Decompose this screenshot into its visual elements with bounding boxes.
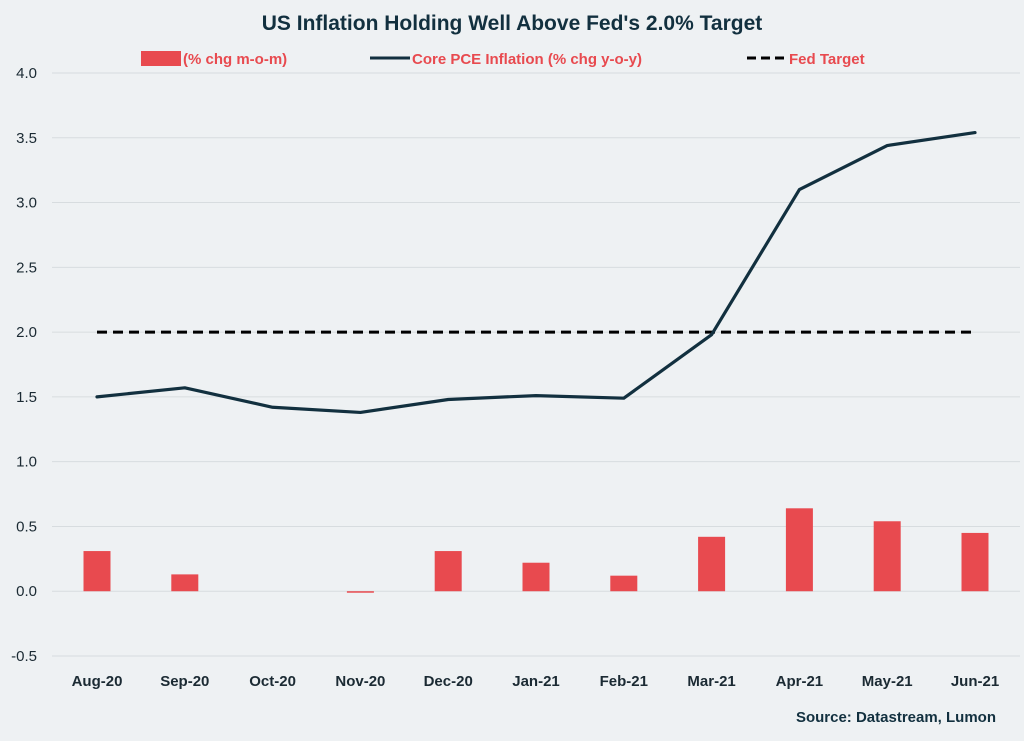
x-tick-label: Aug-20 [72,673,123,690]
legend-swatch-bar [141,51,181,66]
x-tick-label: Jun-21 [951,673,999,690]
legend: (% chg m-o-m) Core PCE Inflation (% chg … [141,51,865,68]
bar-mom [522,562,550,592]
bar-mom [961,532,989,592]
bar-mom [83,551,111,592]
bar-mom [873,521,901,592]
x-axis-ticks: Aug-20 Sep-20 Oct-20 Nov-20 Dec-20 Jan-21 Feb-… [72,673,1000,690]
y-tick-label: 1.0 [16,454,37,471]
x-tick-label: Dec-20 [424,673,473,690]
y-tick-label: 3.5 [16,130,37,147]
bar-mom [434,551,462,592]
bar-mom [610,575,638,592]
y-tick-label: 0.5 [16,518,37,535]
x-tick-label: Jan-21 [512,673,560,690]
bar-series [83,508,989,593]
x-tick-label: Oct-20 [249,673,296,690]
x-tick-label: May-21 [862,673,913,690]
y-tick-label: 2.5 [16,259,37,276]
source-note: Source: Datastream, Lumon [796,709,996,726]
bar-mom [785,508,813,592]
legend-label-line: Core PCE Inflation (% chg y-o-y) [412,51,642,68]
y-tick-label: 4.0 [16,65,37,82]
line-series [95,130,977,415]
y-tick-label: -0.5 [11,648,37,665]
bar-mom [171,574,199,592]
y-tick-label: 0.0 [16,583,37,600]
gridlines [52,72,1020,657]
x-tick-label: Mar-21 [687,673,735,690]
bar-mom [346,591,374,593]
chart-title: US Inflation Holding Well Above Fed's 2.… [262,12,763,35]
bar-mom [698,536,726,592]
y-axis-ticks: -0.5 0.0 0.5 1.0 1.5 2.0 2.5 3.0 3.5 4.0 [11,65,37,665]
y-tick-label: 1.5 [16,389,37,406]
x-tick-label: Feb-21 [600,673,648,690]
legend-label-target: Fed Target [789,51,865,68]
x-tick-label: Apr-21 [776,673,824,690]
y-tick-label: 2.0 [16,324,37,341]
core-pce-line [95,130,977,415]
legend-label-bar: (% chg m-o-m) [183,51,287,68]
x-tick-label: Sep-20 [160,673,209,690]
y-tick-label: 3.0 [16,195,37,212]
x-tick-label: Nov-20 [335,673,385,690]
